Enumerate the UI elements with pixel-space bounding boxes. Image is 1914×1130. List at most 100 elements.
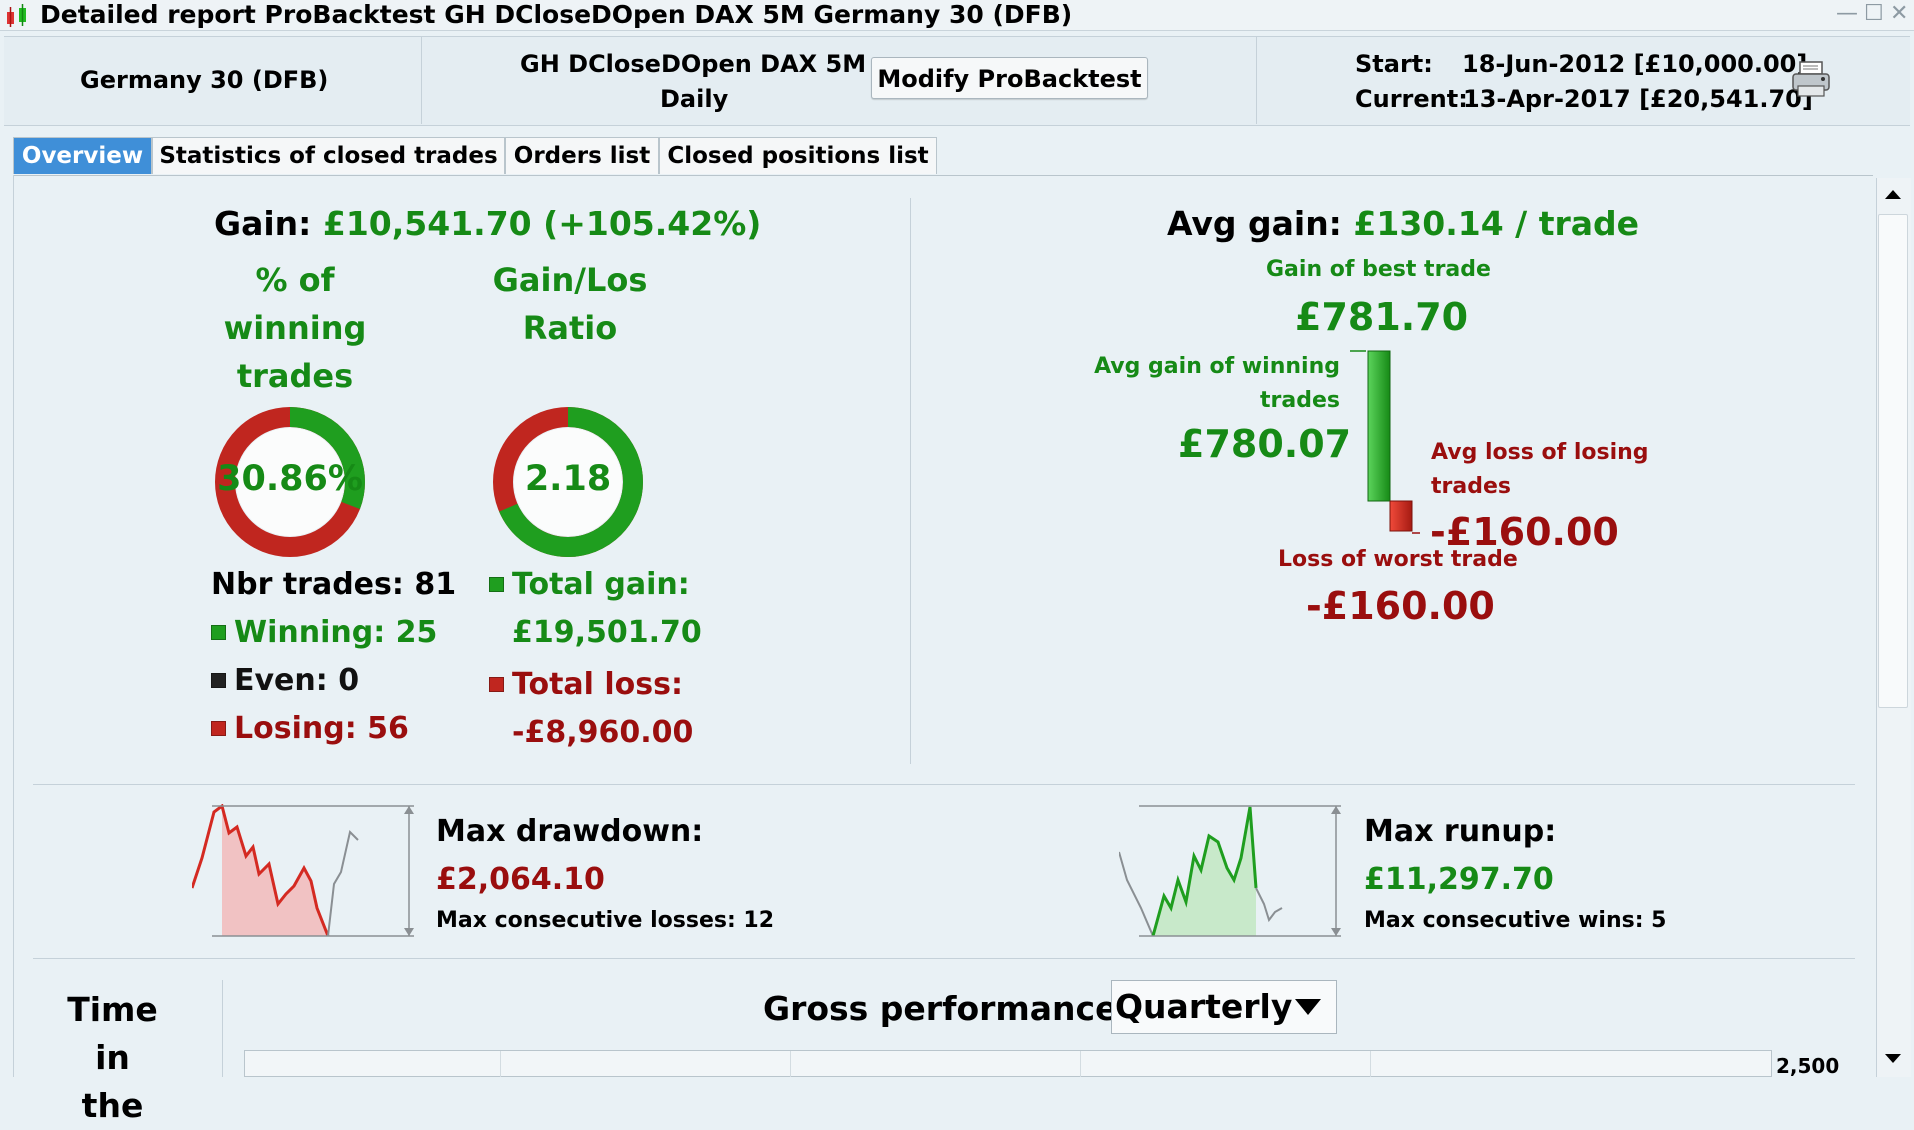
winning-title-line: trades: [236, 357, 354, 395]
legend-win-swatch: [211, 625, 226, 640]
window-title: Detailed report ProBacktest GH DCloseDOp…: [40, 0, 1073, 29]
gain-loss-ratio-ring: [493, 407, 643, 557]
losing-count-text: Losing: 56: [234, 711, 409, 746]
tab-overview[interactable]: Overview: [13, 137, 152, 174]
worst-trade-value: -£160.00: [1306, 584, 1495, 628]
legend-loss-total-swatch: [489, 677, 504, 692]
avg-win-label-line: Avg gain of winning: [1094, 354, 1340, 379]
header-divider: [1256, 36, 1257, 124]
scroll-up-arrow-icon[interactable]: [1878, 182, 1908, 206]
printer-icon[interactable]: [1791, 60, 1833, 100]
worst-trade-label: Loss of worst trade: [1278, 547, 1518, 572]
best-trade-value: £781.70: [1295, 295, 1469, 339]
total-gain-label: Total gain:: [489, 567, 690, 602]
close-button[interactable]: ✕: [1890, 1, 1909, 26]
period-select[interactable]: Quarterly: [1111, 980, 1337, 1034]
maximize-button[interactable]: ☐: [1864, 1, 1884, 26]
nbr-trades: Nbr trades: 81: [211, 567, 457, 602]
ratio-title-line: Ratio: [522, 309, 618, 347]
avg-loss-label: Avg loss of losing trades: [1431, 436, 1649, 504]
content-border: [13, 175, 14, 1077]
window-title-bar: [0, 0, 1914, 31]
legend-gain-swatch: [489, 577, 504, 592]
candlestick-app-icon: [7, 4, 26, 27]
gain-loss-ratio-value: 2.18: [524, 459, 612, 499]
winning-count: Winning: 25: [211, 615, 437, 650]
gross-performance-label: Gross performance: [763, 989, 1118, 1028]
total-loss-label: Total loss:: [489, 667, 683, 702]
current-value: 13-Apr-2017 [£20,541.70]: [1463, 85, 1813, 113]
section-divider: [910, 198, 911, 764]
modify-probacktest-button[interactable]: Modify ProBacktest: [871, 57, 1148, 99]
legend-even-swatch: [211, 673, 226, 688]
ratio-title-line: Gain/Los: [492, 261, 648, 299]
avg-loss-value: -£160.00: [1430, 510, 1619, 554]
time-in-title-line: the: [81, 1086, 144, 1125]
total-loss-value: -£8,960.00: [512, 715, 694, 750]
time-in-market-title: Time in the: [45, 986, 180, 1130]
tab-orders-list[interactable]: Orders list: [505, 137, 659, 174]
max-runup-label: Max runup:: [1364, 814, 1557, 849]
tab-closed-positions-list[interactable]: Closed positions list: [659, 137, 937, 174]
section-divider: [33, 958, 1855, 959]
runup-sparkline: [1119, 805, 1341, 937]
chart-gridline: [1370, 1051, 1371, 1077]
max-runup-value: £11,297.70: [1364, 862, 1554, 897]
max-drawdown-label: Max drawdown:: [436, 814, 704, 849]
gain-loss-ratio-title: Gain/Los Ratio: [470, 256, 670, 352]
avg-win-value: £780.07: [1178, 422, 1352, 466]
winning-trades-percent: 30.86%: [217, 459, 363, 499]
avg-gain-label: Avg gain:: [1167, 204, 1342, 243]
even-count: Even: 0: [211, 663, 359, 698]
instrument-name: Germany 30 (DFB): [80, 66, 329, 94]
winning-trades-ring: [215, 407, 365, 557]
winning-title-line: winning: [223, 309, 367, 347]
gain-label: Gain:: [214, 204, 312, 243]
avg-loss-label-line: Avg loss of losing: [1431, 440, 1649, 465]
minimize-button[interactable]: —: [1836, 1, 1858, 26]
time-in-title-line: Time in: [67, 990, 158, 1077]
header-divider: [421, 36, 422, 124]
total-gain-value: £19,501.70: [512, 615, 702, 650]
start-value: 18-Jun-2012 [£10,000.00]: [1462, 50, 1808, 78]
chart-gridline: [1080, 1051, 1081, 1077]
avg-win-label: Avg gain of winning trades: [1040, 350, 1340, 418]
winning-count-text: Winning: 25: [234, 615, 438, 650]
total-gain-label-text: Total gain:: [512, 567, 690, 602]
avg-win-label-line: trades: [1260, 388, 1340, 413]
max-consecutive-wins: Max consecutive wins: 5: [1364, 908, 1667, 933]
chart-axis-tick: 2,500: [1776, 1054, 1840, 1078]
tab-baseline: [13, 175, 1873, 176]
section-divider: [33, 784, 1855, 785]
chart-gridline: [500, 1051, 501, 1077]
scroll-down-arrow-icon[interactable]: [1878, 1047, 1908, 1071]
gross-performance-chart-area: [244, 1050, 1772, 1077]
total-loss-label-text: Total loss:: [512, 667, 684, 702]
system-name: GH DCloseDOpen DAX 5M: [520, 50, 867, 78]
best-trade-label: Gain of best trade: [1266, 257, 1491, 282]
start-label: Start:: [1355, 50, 1433, 78]
even-count-text: Even: 0: [234, 663, 360, 698]
max-consecutive-losses: Max consecutive losses: 12: [436, 908, 775, 933]
max-drawdown-value: £2,064.10: [436, 862, 605, 897]
current-label: Current:: [1355, 85, 1468, 113]
period-select-value: Quarterly: [1115, 987, 1293, 1026]
chart-gridline: [790, 1051, 791, 1077]
gain-value: £10,541.70: [322, 204, 532, 243]
tab-statistics-of-closed-trades[interactable]: Statistics of closed trades: [152, 137, 505, 174]
winning-trades-title: % of winning trades: [185, 256, 405, 400]
losing-count: Losing: 56: [211, 711, 409, 746]
gain-percent: (+105.42%): [543, 204, 762, 243]
avg-gain-row: Avg gain: £130.14 / trade: [1167, 204, 1639, 243]
winning-title-line: % of: [255, 261, 335, 299]
scrollbar-thumb[interactable]: [1878, 214, 1908, 708]
avg-gain-value: £130.14 / trade: [1353, 204, 1640, 243]
legend-loss-swatch: [211, 721, 226, 736]
avg-gain-loss-bars: [1350, 350, 1420, 534]
avg-loss-label-line: trades: [1431, 474, 1511, 499]
drawdown-sparkline: [192, 804, 414, 937]
section-divider: [222, 980, 223, 1077]
gain-row: Gain: £10,541.70 (+105.42%): [214, 204, 761, 243]
chevron-down-icon[interactable]: [1293, 996, 1323, 1018]
timeframe: Daily: [660, 85, 729, 113]
